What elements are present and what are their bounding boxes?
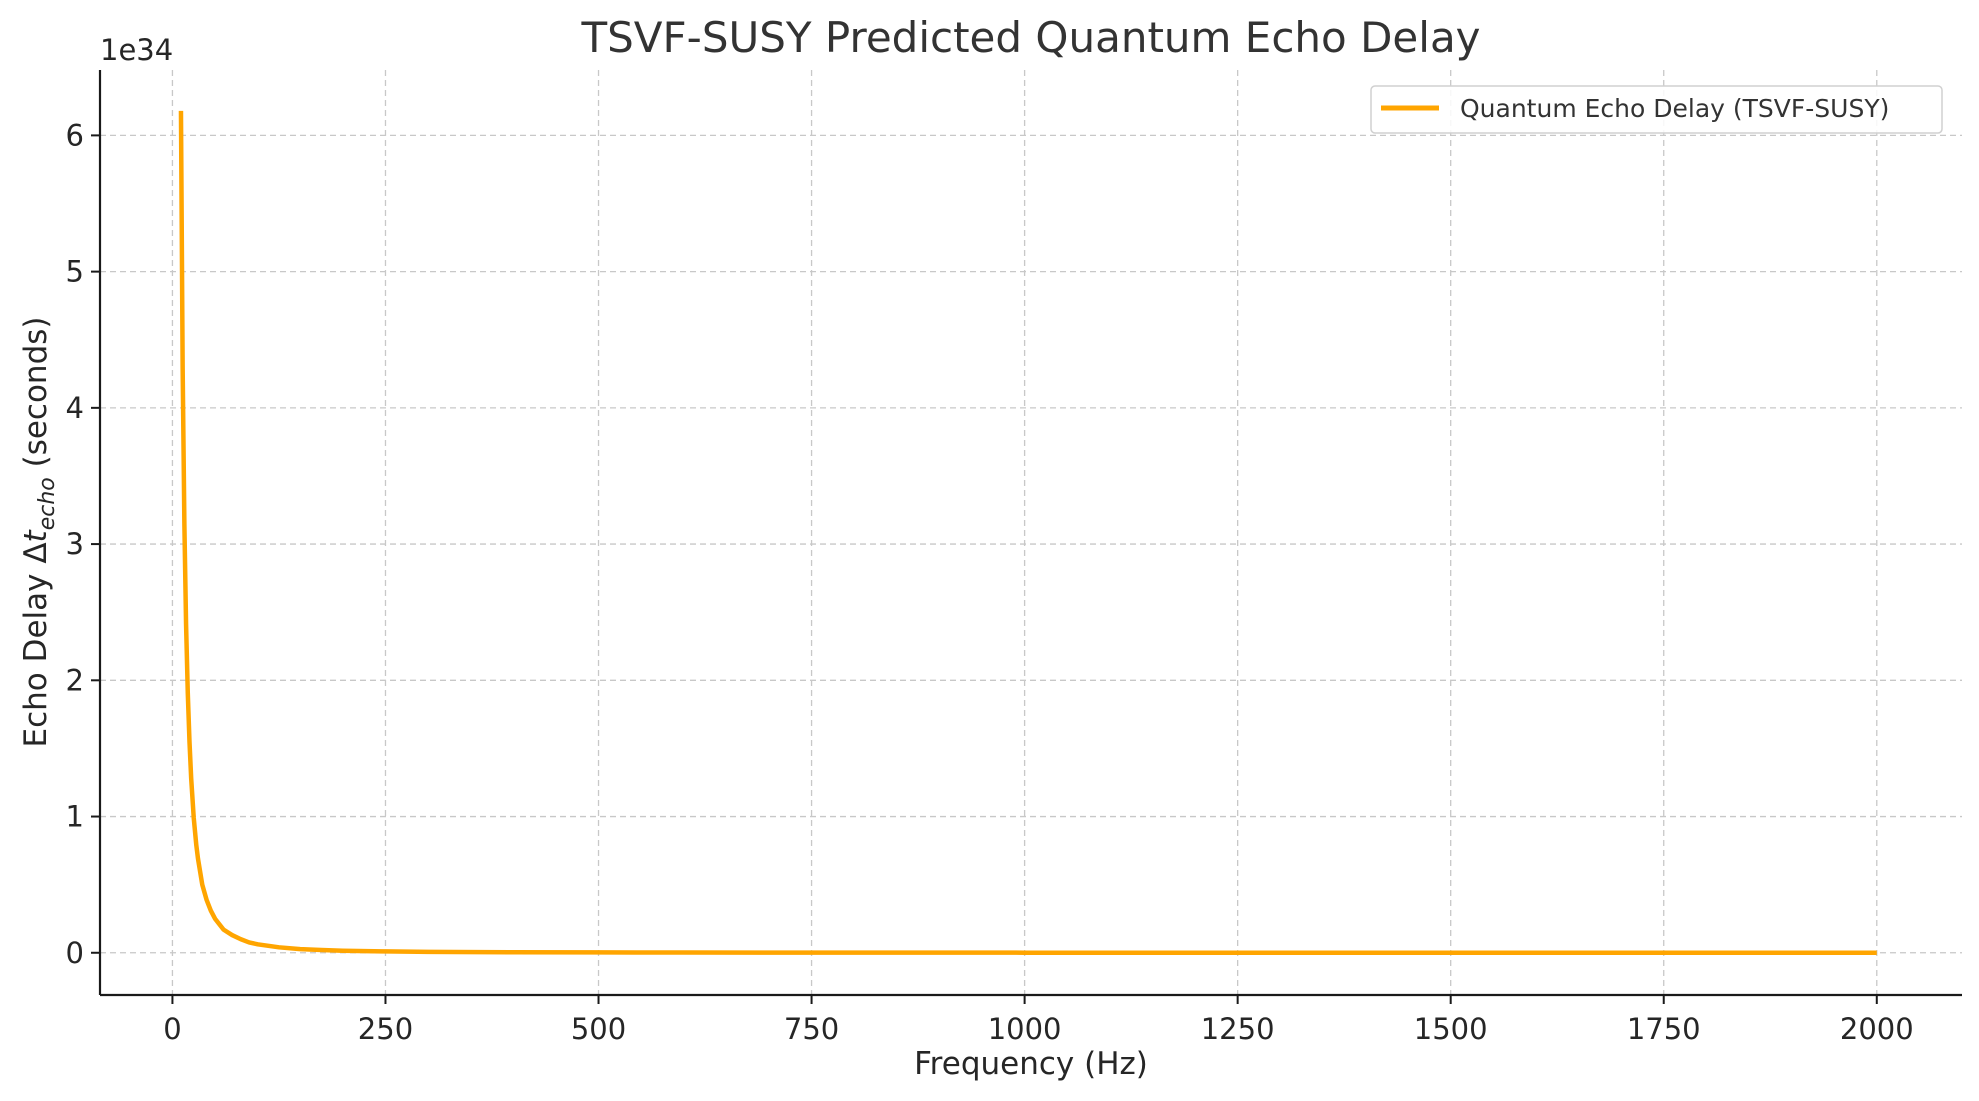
legend-box	[1370, 85, 1943, 134]
y-axis-label-symbol: t	[18, 528, 54, 542]
axes	[98, 70, 1962, 997]
legend-label-quantum-echo-delay: Quantum Echo Delay (TSVF-SUSY)	[1460, 94, 1889, 123]
y-axis-label-suffix: (seconds)	[18, 316, 54, 477]
legend: Quantum Echo Delay (TSVF-SUSY)	[1370, 85, 1943, 134]
x-tick-label: 1000	[988, 1012, 1062, 1046]
x-tick-label: 2000	[1840, 1012, 1914, 1046]
y-tick-label: 4	[66, 391, 84, 425]
y-tick-label: 1	[66, 800, 84, 834]
x-axis-ticks: 0 250 500 750 1000 1250 1500 1750 2000	[163, 995, 1914, 1046]
y-axis-ticks: 0 1 2 3 4 5 6	[66, 118, 100, 970]
y-axis-label-subscript: echo	[35, 477, 60, 530]
grid	[100, 70, 1962, 995]
y-axis-label-prefix: Echo Delay Δ	[18, 542, 54, 747]
y-axis-label: Echo Delay Δtecho (seconds)	[18, 316, 60, 747]
x-axis-label: Frequency (Hz)	[914, 1046, 1148, 1082]
x-tick-label: 500	[571, 1012, 626, 1046]
y-tick-label: 0	[66, 936, 84, 970]
x-tick-label: 1750	[1627, 1012, 1701, 1046]
y-tick-label: 6	[66, 118, 84, 152]
x-tick-label: 0	[163, 1012, 181, 1046]
x-tick-label: 1250	[1201, 1012, 1275, 1046]
x-tick-label: 250	[358, 1012, 413, 1046]
y-tick-label: 5	[66, 255, 84, 289]
x-tick-label: 1500	[1414, 1012, 1488, 1046]
y-tick-label: 2	[66, 663, 84, 697]
series-line-quantum-echo-delay	[178, 110, 1877, 955]
series-layer	[178, 110, 1877, 955]
y-axis-offset-label: 1e34	[100, 33, 173, 67]
y-tick-label: 3	[66, 527, 84, 561]
x-tick-label: 750	[784, 1012, 839, 1046]
chart-title: TSVF-SUSY Predicted Quantum Echo Delay	[580, 13, 1480, 62]
